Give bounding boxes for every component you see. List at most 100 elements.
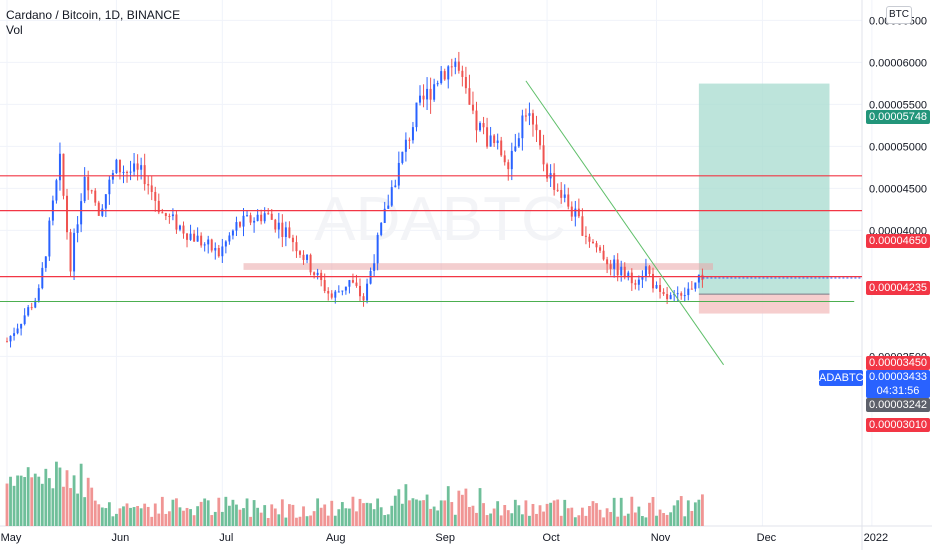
volume-bar [499, 515, 503, 526]
candle-body [256, 214, 259, 221]
volume-bar [326, 515, 330, 526]
volume-bar [298, 516, 302, 526]
volume-bar [58, 467, 62, 526]
volume-bar [330, 500, 334, 526]
candle-body [48, 220, 51, 257]
volume-bar [245, 498, 249, 526]
volume-bar [231, 499, 235, 526]
volume-bar [79, 463, 83, 526]
candle-body [200, 235, 203, 246]
volume-bar [143, 503, 147, 526]
volume-bar [351, 496, 355, 526]
volume-bar [362, 503, 365, 526]
volume-bar [538, 505, 542, 526]
candle-body [97, 202, 100, 216]
candle-body [429, 88, 432, 100]
volume-bar [115, 513, 118, 526]
candle-body [443, 71, 446, 80]
candle-body [648, 266, 651, 274]
candle-body [584, 235, 587, 237]
volume-bar [30, 477, 34, 526]
candle-body [306, 254, 309, 260]
candle-body [274, 219, 277, 230]
symbol-title[interactable]: Cardano / Bitcoin, 1D, BINANCE [6, 8, 181, 22]
volume-bar [520, 514, 524, 526]
volume-bar [319, 507, 323, 526]
candle-body [697, 274, 700, 283]
volume-indicator-label[interactable]: Vol [6, 23, 23, 37]
volume-bar [37, 476, 41, 526]
candle-body [634, 283, 637, 285]
currency-button[interactable]: BTC [886, 6, 912, 24]
candle-body [620, 266, 623, 276]
volume-bar [256, 507, 260, 526]
candle-body [591, 241, 594, 244]
candle-body [44, 256, 47, 268]
volume-bar [323, 504, 327, 526]
candle-body [189, 233, 192, 240]
candle-body [210, 239, 213, 251]
candle-body [644, 266, 647, 276]
volume-bar [679, 496, 683, 526]
candle-body [461, 70, 464, 77]
level-label-4650: 0.00004650 [866, 234, 930, 248]
candle-body [450, 66, 453, 68]
candle-body [680, 293, 683, 296]
candle-body [231, 230, 234, 236]
symbol-watermark: ADABTC [314, 185, 565, 254]
volume-bar [358, 498, 362, 526]
volume-bar [365, 502, 369, 526]
volume-bar [5, 483, 9, 526]
volume-bar [160, 496, 164, 526]
candle-body [471, 104, 474, 111]
volume-bar [612, 497, 616, 526]
candle-body [457, 61, 460, 71]
volume-bar [457, 490, 461, 526]
candle-body [182, 225, 185, 234]
candle-body [66, 195, 69, 233]
volume-bar [415, 499, 418, 526]
volume-bar [213, 511, 217, 526]
candle-body [433, 84, 436, 100]
candle-body [419, 95, 422, 103]
candle-body [267, 213, 270, 215]
volume-bar [482, 503, 485, 526]
candle-body [464, 76, 467, 89]
candle-body [16, 328, 19, 334]
volume-bar [107, 502, 111, 526]
volume-bar [280, 499, 284, 526]
volume-bar [623, 515, 627, 526]
candle-body [34, 300, 37, 308]
volume-bar [76, 493, 79, 526]
volume-bar [686, 500, 690, 526]
volume-bar [556, 499, 560, 526]
candle-body [380, 222, 383, 235]
candle-body [6, 341, 8, 343]
candle-body [37, 288, 40, 301]
candle-body [524, 115, 527, 117]
volume-bar [182, 510, 185, 526]
volume-bar [40, 483, 44, 526]
candle-body [55, 180, 58, 201]
volume-bar [464, 488, 468, 526]
symbol-badge: ADABTC [819, 370, 864, 386]
volume-bar [641, 516, 644, 526]
candle-body [666, 294, 669, 300]
candle-body [468, 88, 471, 105]
volume-bar [295, 517, 298, 526]
volume-bar [369, 503, 372, 526]
candle-body [447, 66, 450, 80]
volume-bar [93, 500, 97, 526]
candle-body [683, 295, 686, 297]
candle-body [348, 280, 351, 287]
candle-body [203, 244, 206, 246]
volume-bar [157, 513, 161, 526]
volume-bar [418, 500, 422, 526]
volume-bar [503, 504, 507, 526]
candle-body [394, 185, 397, 188]
volume-bar [531, 503, 535, 526]
volume-bar [517, 505, 521, 526]
candle-body [94, 190, 97, 203]
volume-bar [542, 511, 545, 526]
